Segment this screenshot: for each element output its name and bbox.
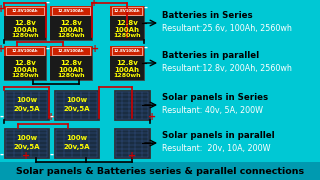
- Bar: [4, 6, 46, 40]
- Bar: [52, 47, 90, 55]
- Bar: [110, 46, 144, 80]
- Text: 20v,5A: 20v,5A: [63, 107, 90, 112]
- Text: +: +: [0, 44, 5, 54]
- Text: -: -: [50, 112, 54, 122]
- Text: 1280wh: 1280wh: [113, 73, 140, 78]
- Text: -: -: [45, 44, 49, 54]
- Bar: [112, 7, 142, 15]
- Bar: [4, 46, 46, 80]
- Bar: [110, 55, 144, 80]
- Bar: [4, 128, 49, 158]
- Text: -: -: [50, 150, 54, 160]
- Bar: [110, 6, 144, 40]
- Text: 12.8v
100Ah: 12.8v 100Ah: [12, 20, 37, 33]
- Bar: [6, 7, 44, 15]
- Text: -: -: [0, 112, 3, 122]
- Bar: [52, 7, 90, 15]
- Bar: [114, 128, 150, 158]
- Text: -: -: [144, 43, 148, 53]
- Text: 12.8V100Ah: 12.8V100Ah: [114, 49, 140, 53]
- Text: Solar panels in Series: Solar panels in Series: [162, 93, 268, 102]
- Text: 20v,5A: 20v,5A: [13, 107, 40, 112]
- Text: 12.8V100Ah: 12.8V100Ah: [12, 9, 38, 13]
- Text: Resultant:25.6v, 100Ah, 2560wh: Resultant:25.6v, 100Ah, 2560wh: [162, 24, 292, 33]
- Text: +: +: [22, 151, 31, 161]
- Bar: [4, 15, 46, 40]
- Text: +: +: [148, 112, 156, 122]
- Text: Solar panels in parallel: Solar panels in parallel: [162, 132, 275, 141]
- Bar: [110, 15, 144, 40]
- Bar: [4, 55, 46, 80]
- Text: 100w: 100w: [66, 98, 87, 103]
- Bar: [54, 128, 99, 158]
- Text: 20v,5A: 20v,5A: [13, 145, 40, 150]
- Text: +: +: [90, 0, 98, 8]
- Text: Batteries in parallel: Batteries in parallel: [162, 51, 259, 60]
- Text: 12.8v
100Ah: 12.8v 100Ah: [114, 60, 139, 73]
- Bar: [50, 6, 92, 15]
- Text: 1280wh: 1280wh: [113, 33, 140, 38]
- Text: 20v,5A: 20v,5A: [63, 145, 90, 150]
- Bar: [4, 90, 49, 120]
- Text: 12.8V100Ah: 12.8V100Ah: [58, 9, 84, 13]
- Text: +: +: [47, 112, 55, 122]
- Bar: [50, 6, 92, 40]
- Bar: [56, 129, 97, 156]
- Text: Resultant: 40v, 5A, 200W: Resultant: 40v, 5A, 200W: [162, 105, 263, 114]
- Bar: [110, 46, 144, 55]
- Bar: [56, 91, 97, 118]
- Bar: [50, 46, 92, 55]
- Text: 12.8V100Ah: 12.8V100Ah: [114, 9, 140, 13]
- Text: 12.8v
100Ah: 12.8v 100Ah: [114, 20, 139, 33]
- Text: 12.8V100Ah: 12.8V100Ah: [58, 49, 84, 53]
- Text: Resultant:12.8v, 200Ah, 2560wh: Resultant:12.8v, 200Ah, 2560wh: [162, 64, 292, 73]
- Text: +: +: [0, 4, 5, 14]
- Text: 100w: 100w: [16, 98, 37, 103]
- Bar: [50, 15, 92, 40]
- Bar: [50, 46, 92, 80]
- Bar: [54, 90, 99, 120]
- Text: 100w: 100w: [66, 136, 87, 141]
- Text: 12.8v
100Ah: 12.8v 100Ah: [59, 20, 84, 33]
- Text: -: -: [0, 150, 3, 160]
- Text: 1280wh: 1280wh: [57, 33, 85, 38]
- Text: +: +: [128, 151, 136, 161]
- Bar: [116, 129, 148, 156]
- Text: Resultant:  20v, 10A, 200W: Resultant: 20v, 10A, 200W: [162, 143, 270, 152]
- Text: 12.8v
100Ah: 12.8v 100Ah: [12, 60, 37, 73]
- Bar: [0, 162, 320, 180]
- Bar: [110, 6, 144, 15]
- Bar: [6, 91, 47, 118]
- Text: -: -: [46, 0, 50, 8]
- Bar: [4, 46, 46, 55]
- Bar: [6, 129, 47, 156]
- Bar: [4, 6, 46, 15]
- Text: Solar panels & Batteries series & parallel connections: Solar panels & Batteries series & parall…: [16, 166, 304, 176]
- Text: 1280wh: 1280wh: [57, 73, 85, 78]
- Bar: [116, 91, 148, 118]
- Text: 12.8v
100Ah: 12.8v 100Ah: [59, 60, 84, 73]
- Text: 1280wh: 1280wh: [11, 33, 39, 38]
- Bar: [6, 47, 44, 55]
- Text: -: -: [144, 3, 148, 13]
- Bar: [50, 55, 92, 80]
- Text: 1280wh: 1280wh: [11, 73, 39, 78]
- Text: Batteries in Series: Batteries in Series: [162, 12, 252, 21]
- Text: +: +: [91, 44, 99, 54]
- Text: 100w: 100w: [16, 136, 37, 141]
- Bar: [114, 90, 150, 120]
- Text: 12.8V100Ah: 12.8V100Ah: [12, 49, 38, 53]
- Bar: [112, 47, 142, 55]
